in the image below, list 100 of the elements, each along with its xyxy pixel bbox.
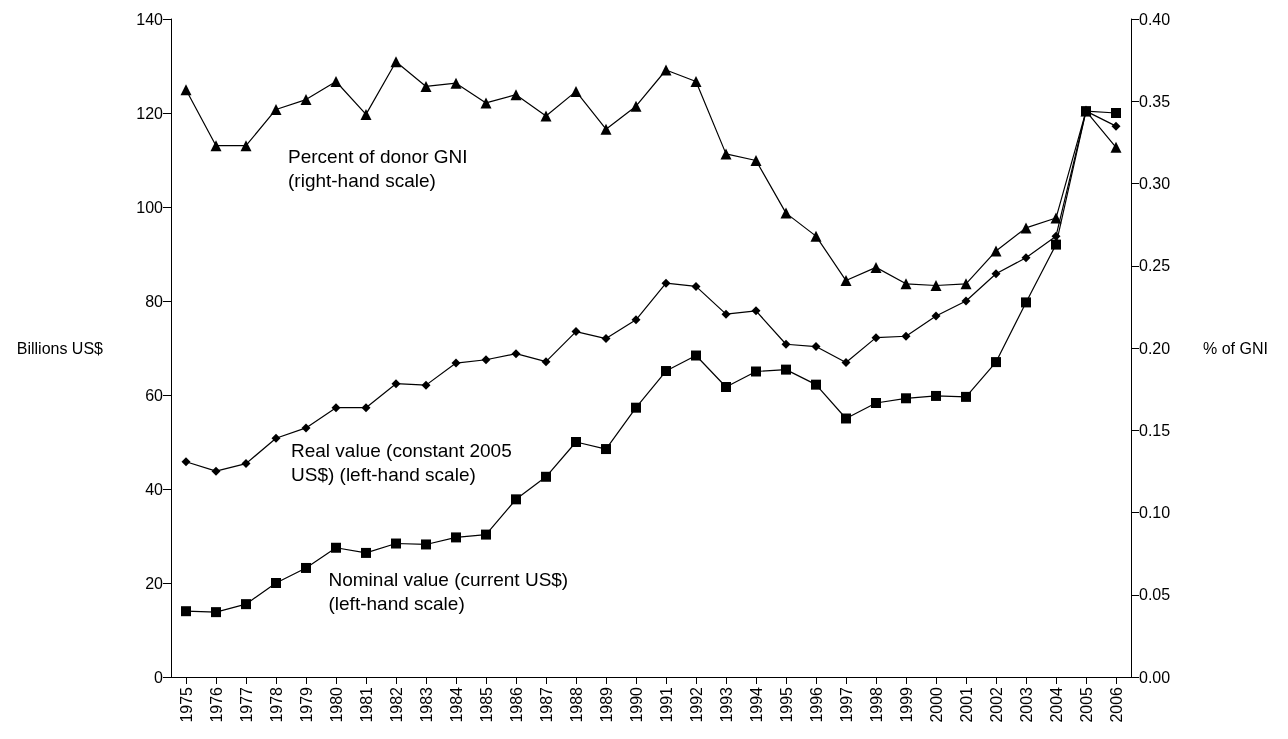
x-tick-label: 1988 [567, 686, 585, 723]
point [541, 357, 551, 367]
point [480, 97, 492, 109]
point [931, 311, 941, 321]
point [631, 402, 641, 413]
point [961, 391, 971, 402]
y-tick-label: 20 [145, 574, 164, 592]
point [690, 76, 702, 88]
point [481, 529, 491, 540]
point [360, 108, 372, 120]
point [240, 140, 252, 152]
point [180, 84, 192, 96]
x-tick-label: 1997 [837, 686, 855, 723]
point [841, 413, 851, 424]
x-tick-label: 1998 [867, 686, 885, 723]
point [811, 342, 821, 352]
x-tick-label: 2004 [1047, 686, 1065, 723]
x-tick-label: 1983 [417, 686, 435, 723]
point [751, 306, 761, 316]
point [781, 364, 791, 375]
point [931, 390, 941, 401]
x-tick-label: 2006 [1107, 686, 1125, 723]
series-label: Real value (constant 2005 US$) (left-hand scale) [291, 439, 512, 485]
point [421, 380, 431, 390]
x-tick-label: 2000 [927, 686, 945, 723]
x-tick-label: 1995 [777, 686, 795, 723]
x-tick-label: 2002 [987, 686, 1005, 723]
series-label: Percent of donor GNI (right-hand scale) [288, 145, 468, 191]
point [901, 393, 911, 404]
point [1110, 141, 1122, 153]
point [960, 278, 972, 290]
point [721, 309, 731, 319]
point [241, 459, 251, 469]
point [481, 355, 491, 365]
point [241, 599, 251, 610]
point [1021, 253, 1031, 263]
point [210, 140, 222, 152]
point [571, 437, 581, 447]
point [301, 423, 311, 433]
x-tick-label: 1992 [687, 686, 705, 723]
point [810, 230, 822, 242]
point [361, 547, 371, 558]
y-tick-label: 120 [136, 104, 164, 122]
point [930, 279, 942, 291]
point [211, 607, 221, 618]
point [781, 339, 791, 349]
point [271, 433, 281, 443]
point [541, 471, 551, 482]
x-tick-label: 1976 [207, 686, 225, 723]
point [181, 457, 191, 467]
point [330, 76, 342, 88]
series-label: Nominal value (current US$) (left-hand scale) [328, 568, 569, 614]
point [1020, 222, 1032, 234]
x-tick-label: 1987 [537, 686, 555, 723]
x-tick-label: 2005 [1077, 686, 1095, 723]
point [511, 494, 521, 505]
x-tick-label: 1978 [267, 686, 285, 723]
point [900, 278, 912, 290]
point [391, 379, 401, 389]
y-axis-title: Billions US$ [16, 339, 104, 357]
point [301, 562, 311, 573]
point [1050, 212, 1062, 224]
point [540, 110, 552, 122]
x-tick-label: 1982 [387, 686, 405, 723]
y2-tick-label: 0.25 [1139, 257, 1171, 275]
point [840, 275, 852, 287]
point [630, 100, 642, 112]
y2-axis-title: % of GNI [1203, 339, 1268, 357]
point [691, 281, 701, 291]
point [751, 366, 761, 377]
x-tick-label: 1977 [237, 686, 255, 723]
point [391, 538, 401, 549]
x-tick-label: 1984 [447, 686, 465, 723]
point [1111, 121, 1121, 131]
y-tick-label: 140 [136, 10, 164, 28]
point [720, 148, 732, 160]
point [871, 397, 881, 408]
point [991, 269, 1001, 279]
point [780, 207, 792, 219]
x-tick-label: 1996 [807, 686, 825, 723]
point [961, 296, 971, 306]
x-tick-label: 1994 [747, 686, 765, 723]
y-tick-label: 40 [145, 480, 164, 498]
point [660, 64, 672, 76]
x-tick-label: 1980 [327, 686, 345, 723]
point [601, 334, 611, 344]
x-tick-label: 1989 [597, 686, 615, 723]
point [721, 382, 731, 393]
point [691, 350, 701, 361]
y-tick-label: 100 [136, 198, 164, 216]
x-tick-label: 1985 [477, 686, 495, 723]
point [300, 94, 312, 106]
point [361, 403, 371, 413]
y2-tick-label: 0.30 [1139, 175, 1171, 192]
point [270, 103, 282, 115]
point [181, 606, 191, 617]
point [570, 85, 582, 97]
x-tick-label: 1975 [177, 686, 195, 723]
point [1051, 239, 1061, 250]
point [870, 261, 882, 273]
